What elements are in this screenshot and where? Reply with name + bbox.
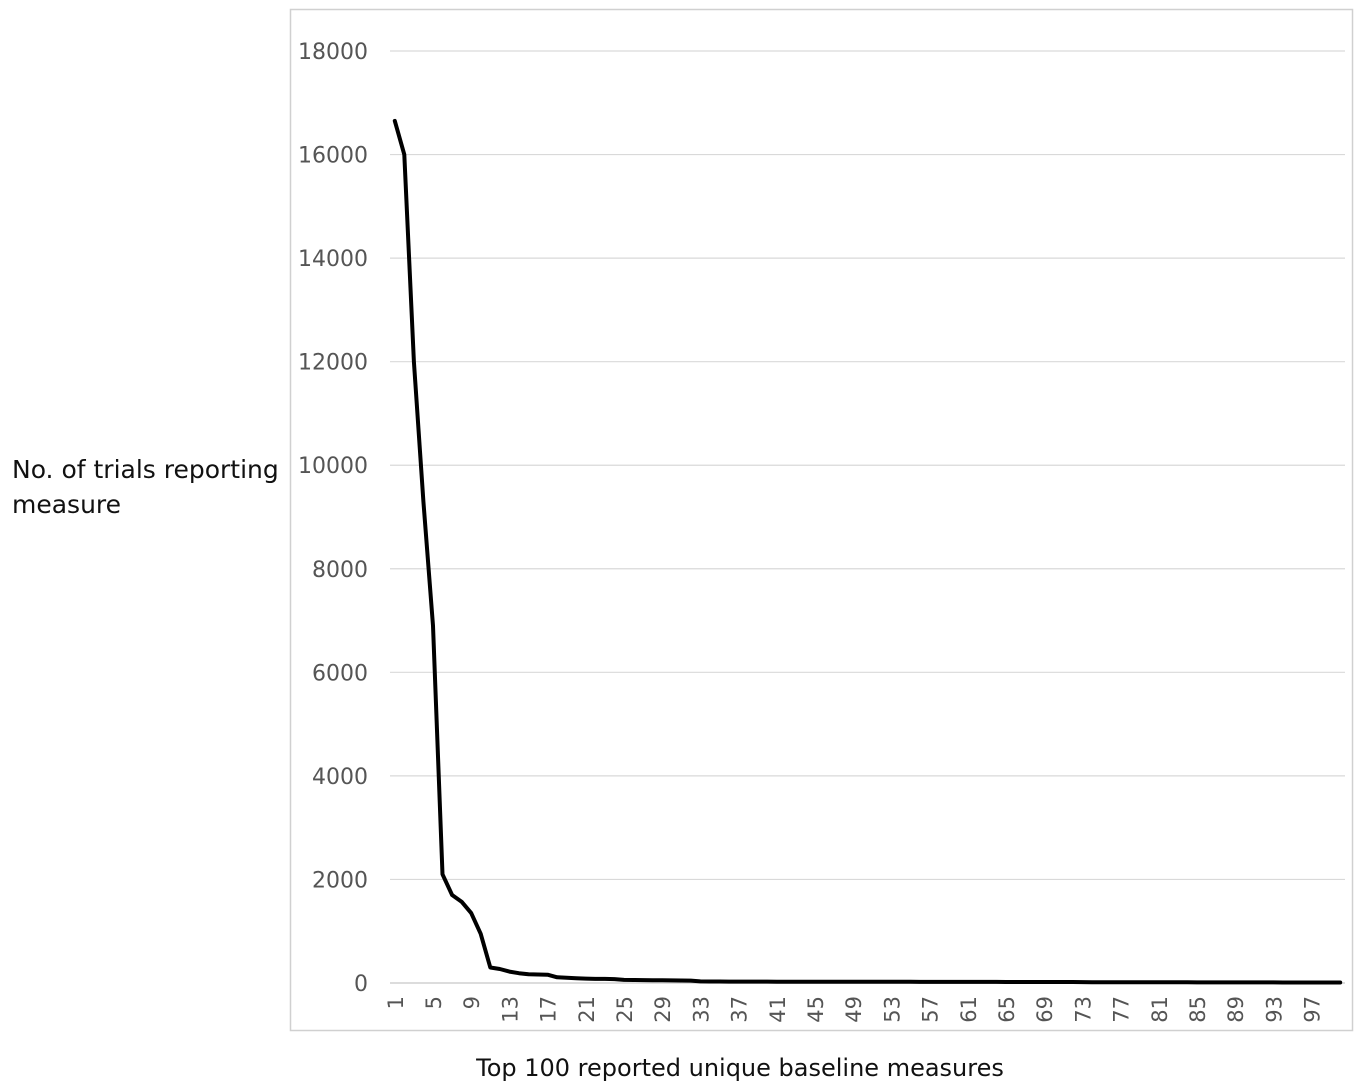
x-tick-label: 25 [613,996,637,1023]
x-tick-label: 97 [1301,996,1325,1023]
y-tick-label: 2000 [312,868,368,893]
x-tick-label: 81 [1148,996,1172,1023]
x-tick-label: 17 [537,996,561,1023]
y-axis-label: No. of trials reporting measure [12,455,279,519]
x-tick-label: 69 [1033,996,1057,1023]
x-tick-label: 65 [995,996,1019,1023]
x-tick-label: 13 [498,996,522,1023]
x-tick-labels: 1 5 9 13 17 21 25 29 33 37 41 45 49 53 57 61 65 69 73 77 81 8… [384,996,1325,1023]
x-tick-label: 85 [1186,996,1210,1023]
y-tick-labels: 0 2000 4000 6000 8000 10000 12000 14000 16000 180… [298,40,368,997]
x-tick-label: 21 [575,996,599,1023]
x-axis-label: Top 100 reported unique baseline measure… [476,1054,1004,1082]
y-tick-label: 6000 [312,661,368,686]
x-tick-label: 77 [1110,996,1134,1023]
x-tick-label: 89 [1224,996,1248,1023]
x-tick-label: 49 [842,996,866,1023]
y-tick-label: 10000 [298,454,368,479]
y-tick-label: 16000 [298,144,368,169]
x-tick-label: 41 [766,996,790,1023]
x-tick-label: 45 [804,996,828,1023]
x-tick-label: 1 [384,996,408,1009]
chart-area-border [289,8,1354,1032]
y-tick-label: 8000 [312,558,368,583]
x-tick-label: 61 [957,996,981,1023]
x-tick-label: 53 [880,996,904,1023]
x-tick-label: 29 [651,996,675,1023]
y-tick-label: 12000 [298,351,368,376]
series-layer [392,118,1343,985]
x-tick-label: 93 [1262,996,1286,1023]
y-tick-label: 0 [354,972,368,997]
y-tick-label: 14000 [298,247,368,272]
x-tick-label: 57 [919,996,943,1023]
x-tick-label: 9 [460,996,484,1009]
y-tick-label: 18000 [298,40,368,65]
x-tick-label: 37 [728,996,752,1023]
x-tick-label: 5 [422,996,446,1009]
series-line-0 [392,118,1343,985]
y-tick-label: 4000 [312,765,368,790]
x-tick-label: 73 [1071,996,1095,1023]
x-tick-label: 33 [689,996,713,1023]
gridlines [390,50,1345,984]
